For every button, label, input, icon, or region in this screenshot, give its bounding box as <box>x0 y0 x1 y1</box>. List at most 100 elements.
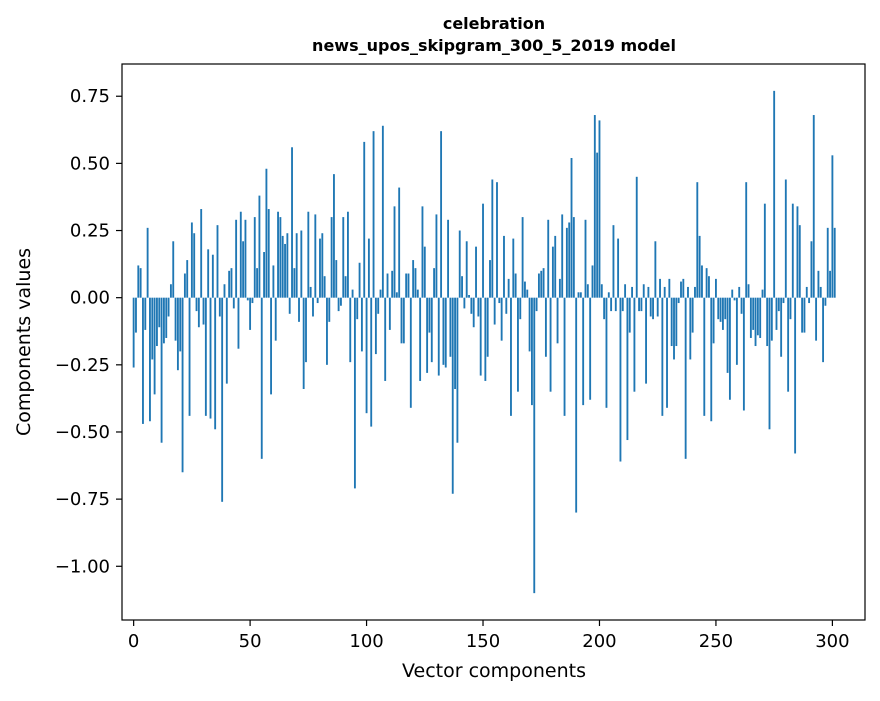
bar-284 <box>794 297 797 454</box>
bar-126 <box>426 297 429 373</box>
bar-160 <box>505 297 508 314</box>
bar-266 <box>752 297 755 330</box>
y-tick-label: −0.50 <box>55 422 110 443</box>
bar-77 <box>312 297 314 317</box>
bar-87 <box>335 260 338 298</box>
bar-81 <box>321 233 324 298</box>
bar-52 <box>253 217 256 298</box>
bar-226 <box>659 278 661 298</box>
bar-75 <box>307 211 310 298</box>
bar-117 <box>405 273 408 298</box>
bar-92 <box>347 211 349 298</box>
bar-172 <box>533 297 536 594</box>
bar-134 <box>444 297 447 368</box>
bar-139 <box>456 297 459 443</box>
bar-65 <box>284 243 286 298</box>
bar-261 <box>740 297 743 314</box>
bar-55 <box>260 297 263 459</box>
bar-241 <box>694 286 696 298</box>
bar-3 <box>139 268 142 298</box>
bar-7 <box>149 297 151 422</box>
bar-136 <box>449 297 452 357</box>
bar-64 <box>281 235 284 298</box>
bar-123 <box>419 297 422 381</box>
bar-15 <box>167 297 170 317</box>
bar-158 <box>500 297 503 341</box>
bar-34 <box>211 254 214 298</box>
bar-267 <box>754 297 757 347</box>
bar-194 <box>584 219 587 298</box>
bar-193 <box>582 297 585 406</box>
bar-62 <box>277 211 279 298</box>
bar-179 <box>549 297 552 392</box>
bar-231 <box>670 297 673 347</box>
bar-116 <box>402 297 405 344</box>
bar-14 <box>165 297 168 338</box>
bar-192 <box>579 292 582 298</box>
bar-21 <box>181 297 184 473</box>
bar-63 <box>279 217 282 298</box>
x-tick-label: 300 <box>815 631 849 652</box>
bar-29 <box>200 209 203 298</box>
bar-268 <box>756 297 759 336</box>
bar-205 <box>610 297 613 312</box>
bar-207 <box>614 297 617 312</box>
bar-145 <box>470 297 473 314</box>
bar-112 <box>393 206 396 298</box>
bar-299 <box>829 270 831 298</box>
bar-185 <box>563 297 566 416</box>
bar-150 <box>482 203 484 298</box>
bar-164 <box>514 273 517 298</box>
bar-44 <box>235 219 238 298</box>
bar-264 <box>747 284 750 298</box>
bar-195 <box>586 284 589 298</box>
bar-76 <box>309 286 312 298</box>
bar-188 <box>570 158 573 298</box>
bar-84 <box>328 297 331 322</box>
bar-236 <box>682 278 685 298</box>
bar-254 <box>724 297 727 320</box>
bar-105 <box>377 297 380 314</box>
bar-159 <box>503 235 505 298</box>
y-axis-ticks: 0.75 0.50 0.25 0.00 −0.25 −0.50 −0.75 −1.00 <box>55 86 122 577</box>
bar-173 <box>535 297 538 312</box>
bar-39 <box>223 284 226 298</box>
bar-30 <box>202 297 205 325</box>
bar-71 <box>298 297 300 322</box>
bar-104 <box>374 297 377 355</box>
bar-156 <box>496 182 498 298</box>
bar-56 <box>263 252 266 298</box>
bar-234 <box>677 297 680 304</box>
bar-90 <box>342 217 345 298</box>
x-tick-label: 150 <box>466 631 500 652</box>
bar-240 <box>691 297 694 333</box>
bar-269 <box>759 297 762 338</box>
bar-23 <box>186 260 189 298</box>
bar-151 <box>484 297 487 381</box>
bar-42 <box>230 268 233 298</box>
bar-86 <box>333 174 335 298</box>
bar-182 <box>556 297 559 344</box>
bar-114 <box>398 187 401 298</box>
bar-113 <box>395 292 398 298</box>
bar-149 <box>479 297 482 376</box>
bar-218 <box>640 297 643 312</box>
x-tick-label: 100 <box>349 631 383 652</box>
bar-190 <box>575 297 578 513</box>
bar-13 <box>162 297 165 344</box>
bar-54 <box>258 195 261 298</box>
bar-197 <box>591 265 594 298</box>
bar-144 <box>468 295 470 298</box>
bar-36 <box>216 225 219 298</box>
bar-177 <box>544 297 547 357</box>
x-axis-ticks: 0 50 100 150 200 250 300 <box>128 620 850 652</box>
y-tick-label: −0.75 <box>55 489 110 510</box>
bar-85 <box>330 217 333 298</box>
bar-250 <box>715 278 717 298</box>
x-axis-label: Vector components <box>402 660 586 682</box>
bar-237 <box>684 297 687 459</box>
bar-82 <box>323 276 326 298</box>
bar-228 <box>663 286 666 298</box>
